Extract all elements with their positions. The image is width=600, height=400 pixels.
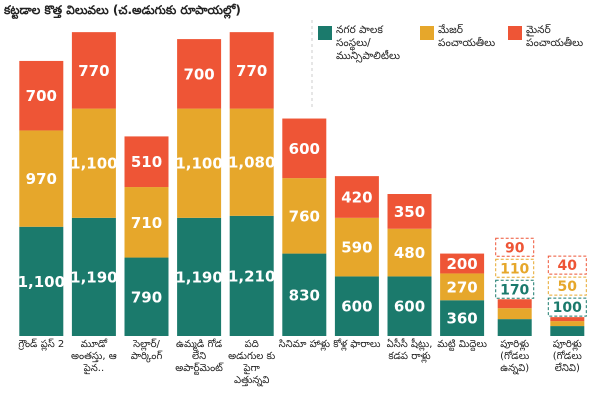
value-label: 770 — [78, 62, 109, 80]
legend-swatch — [508, 26, 522, 40]
value-label: 970 — [26, 170, 57, 188]
value-label: 1,190 — [70, 268, 117, 286]
value-label: 350 — [394, 203, 425, 221]
chart-title: కట్టడాల కొత్త విలువలు (చ.అడుగుకు రూపాయల్… — [4, 3, 241, 17]
bar-segment — [497, 299, 532, 309]
x-tick-label: ఉమ్మడి గోడ లేని అపార్ట్‌మెంట్ — [175, 339, 223, 374]
bar-segment — [177, 217, 222, 336]
value-label: 270 — [446, 278, 477, 296]
bar-segment — [229, 215, 274, 336]
value-label: 1,080 — [228, 154, 275, 172]
value-label: 600 — [341, 298, 372, 316]
bar-segment — [387, 276, 432, 336]
value-label: 360 — [446, 310, 477, 328]
value-label: 1,210 — [228, 267, 275, 285]
value-label: 90 — [505, 240, 525, 256]
bar-segment — [440, 273, 485, 301]
bar-segment — [124, 257, 169, 336]
bar-segment — [334, 217, 379, 277]
value-label: 1,100 — [175, 155, 222, 173]
x-tick-label: గ్రౌండ్ ప్లస్ 2 — [18, 339, 65, 350]
label-box — [495, 258, 535, 278]
value-label: 480 — [394, 244, 425, 262]
bar-segment — [440, 300, 485, 336]
bar-segment — [440, 253, 485, 274]
bar-segment — [124, 187, 169, 258]
value-label: 700 — [26, 87, 57, 105]
value-label: 1,190 — [175, 268, 222, 286]
label-box — [547, 276, 587, 296]
bar-segment — [19, 60, 64, 131]
bar-segment — [177, 39, 222, 109]
value-label: 760 — [289, 207, 320, 225]
value-label: 170 — [500, 282, 529, 298]
x-tick-label: సెల్లార్/ పార్కింగ్ — [130, 339, 163, 362]
bar-segment — [71, 108, 116, 218]
x-tick-label: మూడో అంతస్తు, ఆ పైన.. — [71, 339, 117, 374]
value-label: 110 — [500, 261, 529, 277]
label-box — [495, 237, 535, 257]
x-tick-label: పూరిళ్లు (గోడలు లేనివి) — [552, 339, 582, 374]
value-label: 590 — [341, 239, 372, 257]
x-tick-label: కోళ్ల ఫారాలు — [333, 339, 381, 350]
bar-segment — [497, 308, 532, 320]
value-label: 100 — [553, 300, 582, 316]
bar-segment — [550, 317, 585, 322]
bar-segment — [229, 32, 274, 109]
x-tick-label: పది అడుగుల కు పైగా ఎత్తున్నవి — [228, 339, 276, 386]
legend-swatch — [318, 26, 332, 40]
legend-label: మేజర్ పంచాయతీలు — [438, 24, 496, 49]
bar-segment — [497, 319, 532, 336]
value-label: 790 — [131, 288, 162, 306]
legend-label: మైనర్ పంచాయతీలు — [526, 24, 584, 49]
bar-segment — [71, 32, 116, 109]
value-label: 710 — [131, 214, 162, 232]
x-tick-label: ఏసీసీ షీట్లు, కడప రాళ్లు — [386, 339, 433, 362]
value-label: 1,100 — [18, 273, 65, 291]
x-tick-label: మట్టి మిద్దెలు — [437, 339, 487, 350]
legend-swatch — [420, 26, 434, 40]
value-label: 420 — [341, 188, 372, 206]
bar-segment — [177, 108, 222, 218]
label-box — [547, 297, 587, 317]
bar-segment — [334, 276, 379, 336]
value-label: 770 — [236, 62, 267, 80]
bar-segment — [19, 226, 64, 336]
bar-segment — [550, 321, 585, 327]
value-label: 1,100 — [70, 155, 117, 173]
bar-segment — [387, 228, 432, 277]
value-label: 830 — [289, 286, 320, 304]
label-box — [547, 255, 587, 275]
bar-segment — [282, 253, 327, 336]
bar-segment — [550, 326, 585, 336]
value-label: 600 — [289, 140, 320, 158]
value-label: 700 — [183, 65, 214, 83]
value-label: 600 — [394, 298, 425, 316]
value-label: 40 — [558, 258, 578, 274]
x-tick-label: సినిమా హాళ్లు — [278, 339, 330, 350]
bar-segment — [334, 176, 379, 218]
bar-segment — [282, 118, 327, 179]
bar-segment — [19, 130, 64, 227]
bar-segment — [124, 136, 169, 188]
x-tick-label: పూరిళ్లు (గోడలు ఉన్నవి) — [500, 339, 530, 374]
label-box — [495, 279, 535, 299]
value-label: 510 — [131, 153, 162, 171]
bar-segment — [71, 217, 116, 336]
value-label: 200 — [446, 255, 477, 273]
legend-label: నగర పాలక సంస్థలు/ మున్సిపాలిటీలు — [336, 24, 401, 62]
bar-segment — [282, 178, 327, 254]
value-label: 50 — [558, 279, 578, 295]
bar-segment — [387, 194, 432, 229]
bar-segment — [229, 108, 274, 216]
